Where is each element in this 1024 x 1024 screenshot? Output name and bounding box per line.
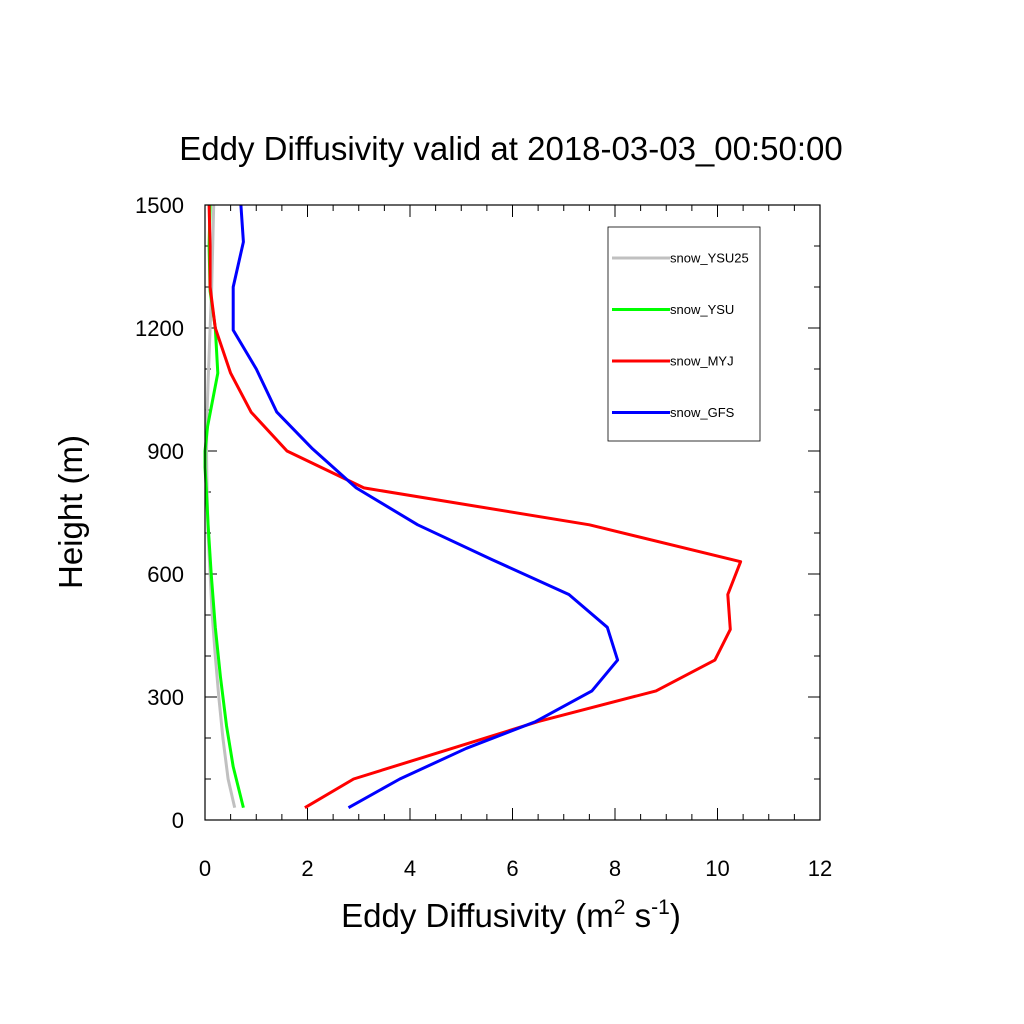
x-tick-label: 6 (506, 856, 518, 881)
x-axis-label-sup2: -1 (651, 896, 670, 919)
x-axis-label-sup1: 2 (614, 896, 626, 919)
legend-label-snow-myj: snow_MYJ (670, 354, 734, 369)
plot-frame (204, 204, 821, 821)
y-tick-label: 900 (147, 439, 184, 464)
y-tick-label: 1200 (135, 316, 184, 341)
y-tick-labels: 0 300 600 900 1200 1500 (135, 193, 184, 833)
x-axis-label-end: ) (670, 897, 681, 934)
y-tick-label: 300 (147, 685, 184, 710)
x-axis-label-base: Eddy Diffusivity (m (341, 897, 614, 934)
legend-label-snow-ysu: snow_YSU (670, 302, 734, 317)
x-tick-label: 4 (404, 856, 416, 881)
x-tick-label: 10 (705, 856, 729, 881)
x-tick-label: 12 (808, 856, 832, 881)
legend: snow_YSU25 snow_YSU snow_MYJ snow_GFS (607, 226, 761, 442)
series-line-snow-gfs (231, 204, 620, 810)
y-tick-label: 1500 (135, 193, 184, 218)
legend-label-snow-ysu25: snow_YSU25 (670, 251, 749, 266)
legend-box (607, 226, 761, 442)
y-axis-label: Height (m) (52, 435, 89, 589)
x-tick-label: 0 (199, 856, 211, 881)
x-tick-labels: 0 2 4 6 8 10 12 (199, 856, 832, 881)
y-tick-label: 0 (172, 808, 184, 833)
y-tick-label: 600 (147, 562, 184, 587)
x-tick-label: 8 (609, 856, 621, 881)
x-tick-label: 2 (301, 856, 313, 881)
legend-label-snow-gfs: snow_GFS (670, 405, 735, 420)
x-axis-label: Eddy Diffusivity (m2 s-1) (341, 896, 681, 934)
chart-title: Eddy Diffusivity valid at 2018-03-03_00:… (179, 130, 842, 167)
x-axis-label-mid: s (625, 897, 651, 934)
